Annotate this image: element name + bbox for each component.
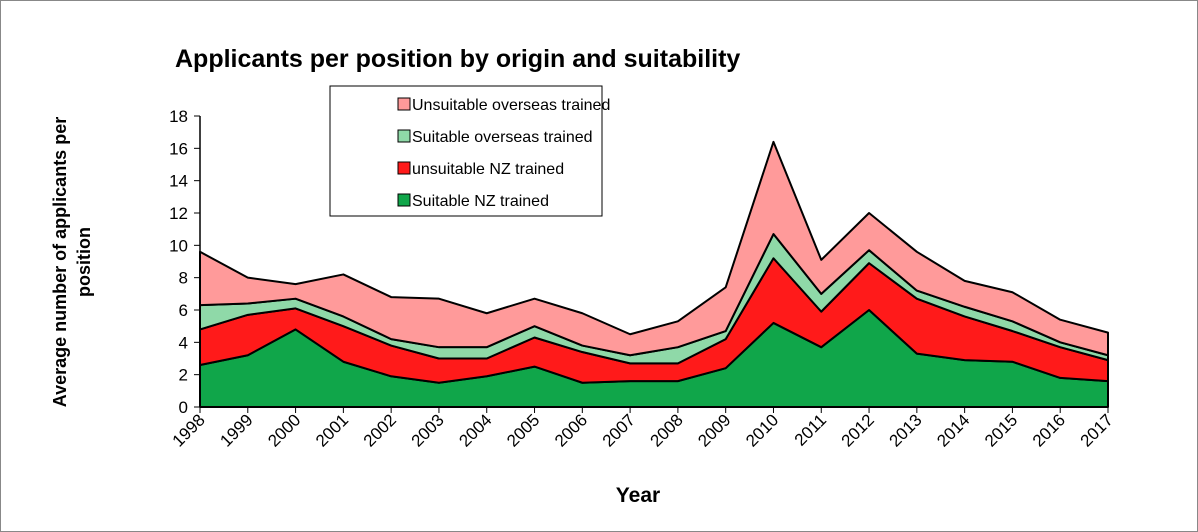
y-tick-label: 12 — [169, 204, 188, 223]
legend-label: Suitable NZ trained — [412, 193, 549, 210]
legend-box — [329, 85, 603, 217]
y-tick-label: 4 — [179, 333, 188, 352]
y-tick-label: 6 — [179, 301, 188, 320]
y-tick-label: 10 — [169, 236, 188, 255]
legend-swatch — [397, 193, 411, 207]
y-tick-label: 16 — [169, 139, 188, 158]
legend: Unsuitable overseas trained Suitable over… — [329, 85, 610, 217]
y-tick-label: 14 — [169, 172, 188, 191]
y-tick-label: 18 — [169, 107, 188, 126]
legend-label: unsuitable NZ trained — [412, 161, 564, 178]
legend-swatch — [397, 97, 411, 111]
legend-label: Suitable overseas trained — [412, 129, 593, 146]
chart-title: Applicants per position by origin and su… — [175, 45, 740, 73]
y-axis-label: Average number of applicants per position — [50, 117, 94, 407]
area — [199, 140, 1109, 357]
y-tick-label: 2 — [179, 366, 188, 385]
legend-swatch — [397, 129, 411, 143]
legend-swatch — [397, 161, 411, 175]
x-axis-label: Year — [616, 484, 660, 507]
y-tick-label: 8 — [179, 269, 188, 288]
legend-label: Unsuitable overseas trained — [412, 97, 610, 114]
y-tick-label: 0 — [179, 398, 188, 417]
